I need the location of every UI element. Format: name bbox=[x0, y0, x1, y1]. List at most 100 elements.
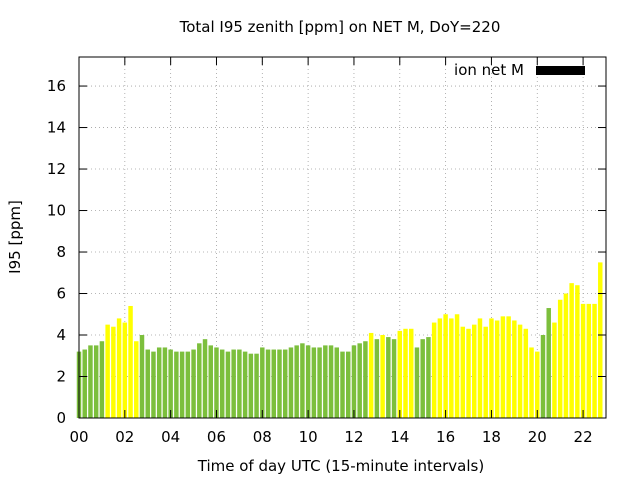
bar bbox=[523, 328, 529, 418]
y-tick-label: 14 bbox=[47, 119, 66, 137]
bar bbox=[185, 351, 191, 418]
bar bbox=[328, 345, 334, 418]
y-tick-label: 0 bbox=[56, 409, 66, 427]
bar bbox=[368, 332, 374, 418]
bar bbox=[580, 303, 586, 418]
chart-title: Total I95 zenith [ppm] on NET M, DoY=220 bbox=[179, 18, 501, 36]
bar bbox=[282, 349, 288, 418]
bar bbox=[162, 347, 168, 418]
x-tick-label: 08 bbox=[253, 428, 272, 446]
bar bbox=[431, 322, 437, 418]
bar bbox=[300, 343, 305, 418]
bar bbox=[105, 324, 110, 418]
bar bbox=[437, 318, 443, 418]
bars bbox=[76, 262, 603, 418]
bar bbox=[529, 347, 534, 418]
bar bbox=[374, 339, 380, 418]
bar bbox=[82, 349, 87, 418]
x-axis-label: Time of day UTC (15-minute intervals) bbox=[197, 457, 484, 475]
y-axis-ticks: 0 2 4 6 8 10 12 14 16 bbox=[47, 77, 606, 427]
bar bbox=[391, 339, 397, 418]
x-tick-label: 06 bbox=[207, 428, 226, 446]
x-tick-label: 14 bbox=[390, 428, 409, 446]
y-tick-label: 8 bbox=[56, 243, 66, 261]
bar bbox=[386, 337, 391, 418]
bar bbox=[420, 339, 425, 418]
bar bbox=[208, 345, 213, 418]
bar bbox=[540, 335, 546, 418]
bar bbox=[535, 351, 540, 418]
bar bbox=[517, 324, 523, 418]
x-tick-label: 10 bbox=[299, 428, 318, 446]
bar bbox=[237, 349, 242, 418]
y-tick-label: 12 bbox=[47, 160, 66, 178]
legend-label: ion net M bbox=[454, 61, 524, 79]
y-axis-label: I95 [ppm] bbox=[6, 200, 24, 274]
bar bbox=[231, 349, 236, 418]
bar bbox=[477, 318, 483, 418]
y-tick-label: 6 bbox=[56, 285, 66, 303]
legend-swatch bbox=[536, 66, 585, 75]
bar bbox=[363, 341, 368, 418]
y-tick-label: 10 bbox=[47, 202, 66, 220]
bar bbox=[197, 343, 202, 418]
bar bbox=[225, 351, 231, 418]
bar bbox=[305, 345, 311, 418]
bar bbox=[414, 347, 420, 418]
bar bbox=[351, 345, 357, 418]
bar bbox=[512, 320, 517, 418]
bar bbox=[466, 328, 471, 418]
bar bbox=[317, 347, 322, 418]
bar bbox=[168, 349, 173, 418]
x-axis-ticks: 00 02 04 06 08 10 12 14 16 18 20 22 bbox=[69, 57, 593, 446]
bar bbox=[179, 351, 185, 418]
bar bbox=[552, 322, 557, 418]
legend: ion net M bbox=[454, 61, 585, 79]
bar bbox=[242, 351, 248, 418]
bar bbox=[598, 262, 603, 418]
bar bbox=[174, 351, 179, 418]
bar bbox=[128, 305, 133, 418]
bar bbox=[506, 316, 511, 418]
bar bbox=[93, 345, 99, 418]
bar bbox=[214, 347, 219, 418]
y-tick-label: 16 bbox=[47, 77, 66, 95]
bar bbox=[294, 345, 299, 418]
x-tick-label: 22 bbox=[574, 428, 593, 446]
bar bbox=[340, 351, 345, 418]
bar bbox=[500, 316, 506, 418]
bar bbox=[271, 349, 276, 418]
bar bbox=[111, 326, 116, 418]
bar bbox=[219, 349, 225, 418]
bar bbox=[575, 285, 580, 418]
x-tick-label: 00 bbox=[69, 428, 88, 446]
bar bbox=[546, 308, 551, 418]
bar bbox=[586, 303, 592, 418]
bar bbox=[88, 345, 93, 418]
y-tick-label: 2 bbox=[56, 368, 66, 386]
x-tick-label: 20 bbox=[528, 428, 547, 446]
bar bbox=[357, 343, 362, 418]
bar bbox=[443, 314, 448, 418]
bar bbox=[409, 328, 414, 418]
bar bbox=[569, 283, 574, 418]
bar bbox=[403, 328, 408, 418]
bar bbox=[483, 326, 488, 418]
bar bbox=[191, 349, 196, 418]
bar bbox=[122, 322, 128, 418]
bar bbox=[277, 349, 282, 418]
bar bbox=[489, 318, 494, 418]
x-tick-label: 04 bbox=[161, 428, 180, 446]
bar bbox=[557, 299, 563, 418]
bar bbox=[460, 326, 466, 418]
y-tick-label: 4 bbox=[56, 326, 66, 344]
bar bbox=[426, 337, 431, 418]
bar bbox=[260, 347, 265, 418]
bar bbox=[116, 318, 122, 418]
bar bbox=[151, 351, 156, 418]
x-tick-label: 12 bbox=[344, 428, 363, 446]
bar bbox=[380, 335, 385, 418]
bar bbox=[397, 330, 403, 418]
bar bbox=[248, 353, 254, 418]
